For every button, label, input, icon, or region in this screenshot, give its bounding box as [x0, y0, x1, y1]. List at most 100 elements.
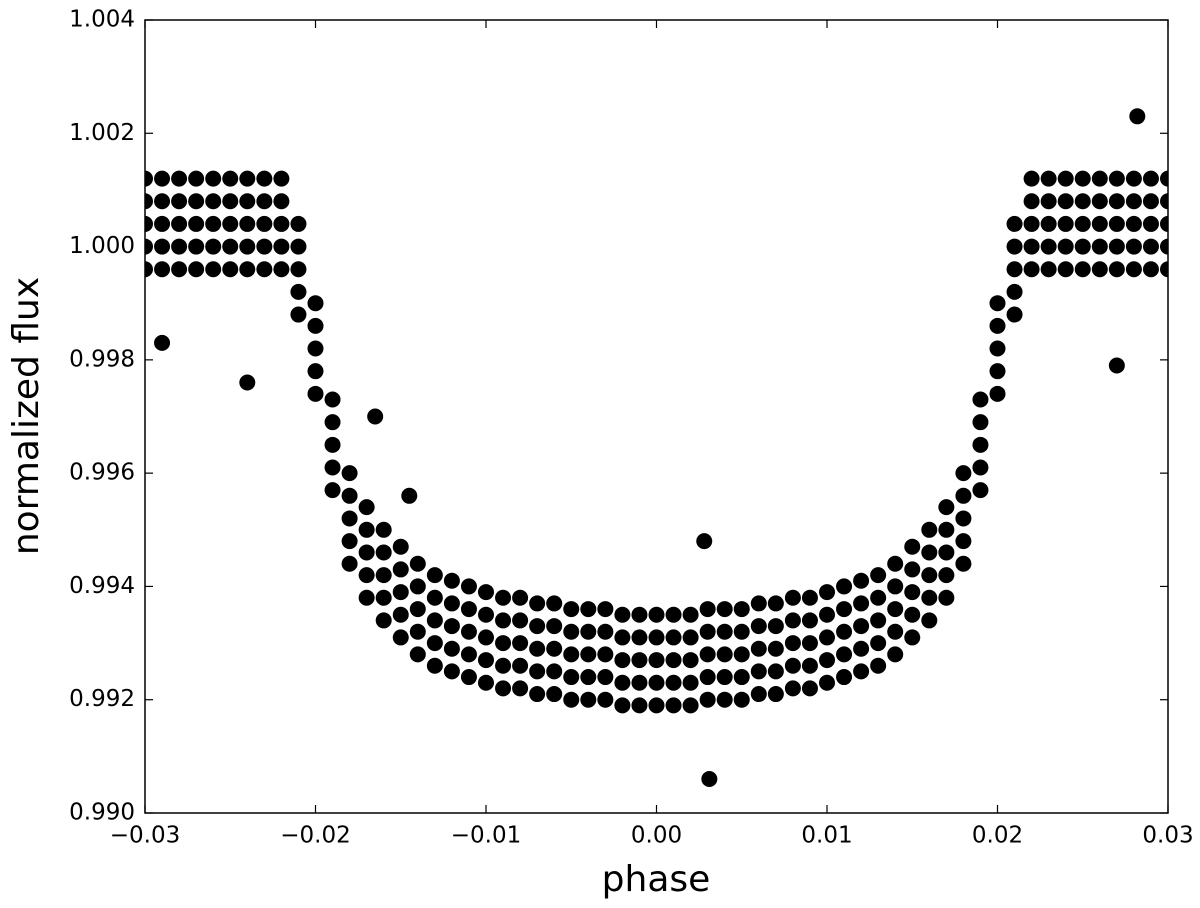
- data-point: [819, 584, 835, 601]
- data-point: [205, 193, 222, 210]
- data-point: [324, 414, 341, 431]
- data-point: [836, 646, 853, 663]
- data-point: [938, 589, 955, 606]
- data-point: [145, 193, 153, 210]
- data-point: [341, 487, 358, 504]
- data-point: [1160, 193, 1168, 210]
- data-point: [801, 635, 818, 652]
- data-point: [1023, 238, 1040, 255]
- data-point: [409, 555, 426, 572]
- data-point: [870, 567, 887, 584]
- data-point: [426, 635, 443, 652]
- data-point: [145, 170, 153, 187]
- data-point: [955, 555, 972, 572]
- data-point: [1057, 261, 1074, 278]
- data-point: [478, 606, 494, 623]
- data-point: [188, 238, 205, 255]
- scatter-points: [145, 108, 1168, 788]
- y-tick-label: 0.994: [69, 573, 135, 599]
- data-point: [716, 601, 733, 618]
- data-point: [512, 657, 529, 674]
- data-point: [801, 589, 818, 606]
- data-point: [460, 646, 477, 663]
- data-point: [529, 618, 546, 635]
- data-point: [682, 697, 699, 714]
- data-point: [750, 663, 767, 680]
- data-point: [750, 640, 767, 657]
- data-point: [631, 629, 648, 646]
- data-point: [426, 612, 443, 629]
- data-point: [290, 238, 307, 255]
- y-tick-label: 0.990: [69, 800, 135, 826]
- data-point: [733, 623, 750, 640]
- data-point: [972, 391, 989, 408]
- data-point: [222, 193, 239, 210]
- data-point: [1057, 215, 1074, 232]
- data-point: [205, 261, 222, 278]
- data-point: [358, 567, 375, 584]
- data-point: [324, 391, 341, 408]
- data-point: [1023, 215, 1040, 232]
- data-point: [631, 697, 648, 714]
- data-point: [819, 674, 835, 691]
- y-tick-label: 1.004: [69, 7, 135, 33]
- data-point: [290, 283, 307, 300]
- data-point: [733, 601, 750, 618]
- data-point: [1160, 170, 1168, 187]
- data-point: [239, 215, 256, 232]
- data-point: [563, 669, 580, 686]
- data-point: [989, 317, 1006, 334]
- data-point: [307, 363, 324, 380]
- data-point: [443, 618, 460, 635]
- data-point: [358, 589, 375, 606]
- data-point: [495, 657, 512, 674]
- data-point: [631, 674, 648, 691]
- data-point: [733, 669, 750, 686]
- data-point: [307, 385, 324, 402]
- data-point: [955, 510, 972, 527]
- data-point: [1125, 238, 1142, 255]
- data-point: [512, 589, 529, 606]
- data-point: [767, 686, 784, 703]
- data-point: [495, 589, 512, 606]
- data-point: [597, 623, 614, 640]
- data-point: [870, 589, 887, 606]
- data-point: [665, 606, 682, 623]
- data-point: [460, 578, 477, 595]
- data-point: [921, 589, 938, 606]
- data-point: [614, 697, 631, 714]
- data-point: [682, 652, 699, 669]
- data-point: [938, 499, 955, 516]
- data-point: [341, 555, 358, 572]
- data-point: [546, 686, 563, 703]
- plot-frame: [144, 19, 1169, 814]
- data-point: [682, 629, 699, 646]
- data-point: [256, 238, 273, 255]
- data-point: [205, 238, 222, 255]
- data-point: [358, 521, 375, 538]
- data-point: [716, 623, 733, 640]
- data-point: [529, 640, 546, 657]
- data-point: [358, 499, 375, 516]
- data-point: [716, 691, 733, 708]
- data-point: [239, 374, 256, 391]
- data-point: [1040, 215, 1057, 232]
- data-point: [290, 215, 307, 232]
- data-point: [1142, 170, 1159, 187]
- data-point: [750, 686, 767, 703]
- data-point: [767, 595, 784, 612]
- data-point: [801, 657, 818, 674]
- data-point: [546, 640, 563, 657]
- data-point: [171, 261, 188, 278]
- data-point: [904, 584, 921, 601]
- data-point: [887, 578, 904, 595]
- data-point: [955, 533, 972, 550]
- data-point: [696, 533, 713, 550]
- data-point: [989, 363, 1006, 380]
- data-point: [767, 663, 784, 680]
- data-point: [819, 606, 835, 623]
- data-point: [239, 261, 256, 278]
- data-point: [614, 652, 631, 669]
- data-point: [341, 510, 358, 527]
- data-point: [955, 465, 972, 482]
